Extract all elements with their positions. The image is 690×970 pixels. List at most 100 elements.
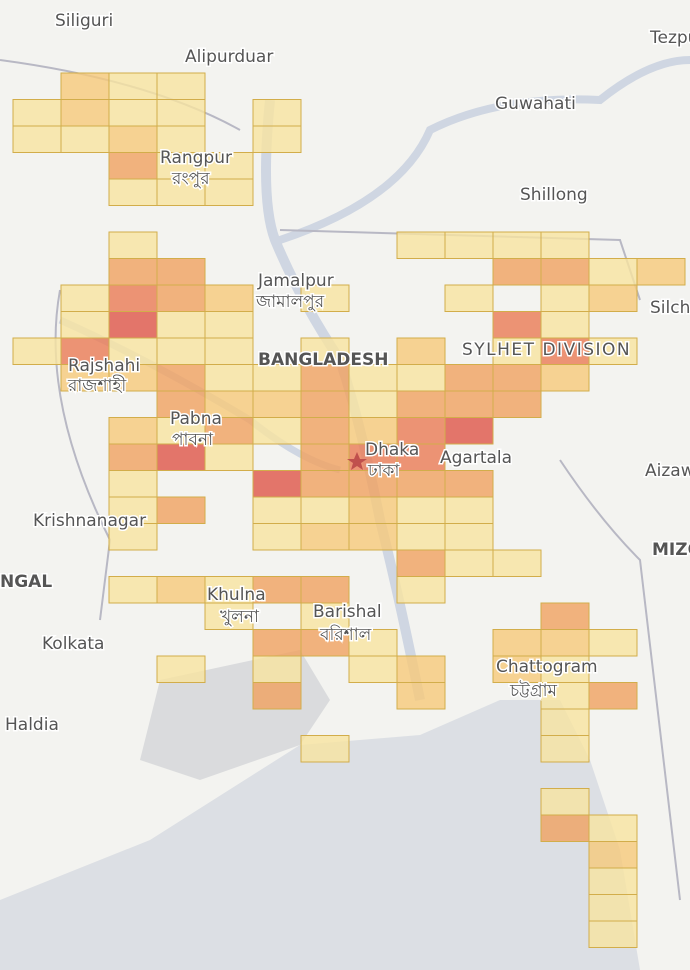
- grid-cell: [492, 655, 542, 683]
- grid-cell: [204, 602, 254, 630]
- grid-cell: [444, 284, 494, 312]
- grid-cell: [540, 602, 590, 630]
- grid-cell: [156, 258, 206, 286]
- grid-cell: [252, 417, 302, 445]
- grid-cell: [108, 523, 158, 551]
- grid-cell: [300, 629, 350, 657]
- grid-cell: [540, 708, 590, 736]
- grid-cell: [588, 337, 638, 365]
- place-label: Jamalpur: [257, 271, 334, 291]
- grid-cell: [252, 470, 302, 498]
- place-label: পাবনা: [172, 430, 214, 450]
- grid-cell: [156, 364, 206, 392]
- grid-cell: [300, 337, 350, 365]
- grid-cell: [396, 682, 446, 710]
- grid-cell: [396, 337, 446, 365]
- grid-cell: [300, 602, 350, 630]
- grid-cell: [252, 496, 302, 524]
- grid-cell: [540, 258, 590, 286]
- grid-cell: [588, 284, 638, 312]
- grid-cell: [108, 311, 158, 339]
- grid-cell: [588, 682, 638, 710]
- place-label: রাজশাহী: [67, 375, 127, 396]
- grid-cell: [540, 629, 590, 657]
- place-label: Haldia: [5, 715, 59, 735]
- grid-cell: [588, 629, 638, 657]
- grid-cell: [492, 258, 542, 286]
- grid-cell: [300, 576, 350, 604]
- place-label: Chattogram: [496, 657, 598, 677]
- grid-cell: [492, 364, 542, 392]
- grid-cell: [108, 178, 158, 206]
- grid-cell: [252, 523, 302, 551]
- grid-cell: [492, 390, 542, 418]
- heat-grid: [12, 72, 686, 948]
- grid-cell: [204, 576, 254, 604]
- place-label: Agartala: [440, 448, 512, 468]
- place-label: Kolkata: [42, 634, 104, 654]
- grid-cell: [204, 152, 254, 180]
- grid-cell: [156, 337, 206, 365]
- grid-cell: [252, 655, 302, 683]
- grid-cell: [588, 841, 638, 869]
- grid-cell: [300, 496, 350, 524]
- grid-cell: [444, 470, 494, 498]
- grid-cell: [492, 337, 542, 365]
- grid-cell: [60, 125, 110, 153]
- grid-cell: [396, 523, 446, 551]
- grid-cell: [156, 99, 206, 127]
- grid-cell: [396, 655, 446, 683]
- grid-cell: [444, 523, 494, 551]
- grid-cell: [540, 364, 590, 392]
- grid-cell: [108, 72, 158, 100]
- grid-cell: [108, 470, 158, 498]
- grid-cell: [396, 443, 446, 471]
- grid-cell: [300, 390, 350, 418]
- grid-cell: [252, 629, 302, 657]
- place-labels: Siliguri Alipurduar Tezpu Guwahati Rangpurরং…: [0, 10, 690, 737]
- grid-cell: [396, 470, 446, 498]
- grid-cell: [204, 178, 254, 206]
- grid-cell: [348, 364, 398, 392]
- grid-cell: [156, 125, 206, 153]
- grid-cell: [60, 311, 110, 339]
- grid-cell: [300, 523, 350, 551]
- grid-cell: [108, 258, 158, 286]
- grid-cell: [540, 337, 590, 365]
- place-label: Rajshahi: [68, 356, 140, 376]
- grid-cell: [588, 258, 638, 286]
- grid-cell: [444, 496, 494, 524]
- grid-cell: [108, 99, 158, 127]
- grid-cell: [12, 337, 62, 365]
- grid-cell: [444, 364, 494, 392]
- place-label: NGAL: [0, 572, 52, 592]
- grid-cell: [300, 284, 350, 312]
- place-label: Siliguri: [55, 11, 113, 31]
- grid-cell: [204, 284, 254, 312]
- place-label: বরিশাল: [319, 624, 372, 645]
- grid-cell: [348, 496, 398, 524]
- grid-cell: [540, 814, 590, 842]
- grid-cell: [492, 629, 542, 657]
- grid-cell: [540, 735, 590, 763]
- grid-cell: [156, 576, 206, 604]
- grid-cell: [540, 788, 590, 816]
- river: [278, 56, 690, 244]
- grid-cell: [540, 655, 590, 683]
- grid-cell: [492, 231, 542, 259]
- grid-cell: [540, 231, 590, 259]
- grid-cell: [300, 443, 350, 471]
- grid-cell: [204, 337, 254, 365]
- grid-cell: [348, 629, 398, 657]
- place-label: Khulna: [207, 585, 266, 605]
- grid-cell: [204, 390, 254, 418]
- place-label: খুলনা: [220, 607, 260, 627]
- grid-cell: [252, 682, 302, 710]
- grid-cell: [300, 364, 350, 392]
- grid-cell: [204, 364, 254, 392]
- place-label: Aizaw: [645, 461, 690, 481]
- grid-cell: [492, 549, 542, 577]
- grid-cell: [588, 814, 638, 842]
- grid-cell: [444, 417, 494, 445]
